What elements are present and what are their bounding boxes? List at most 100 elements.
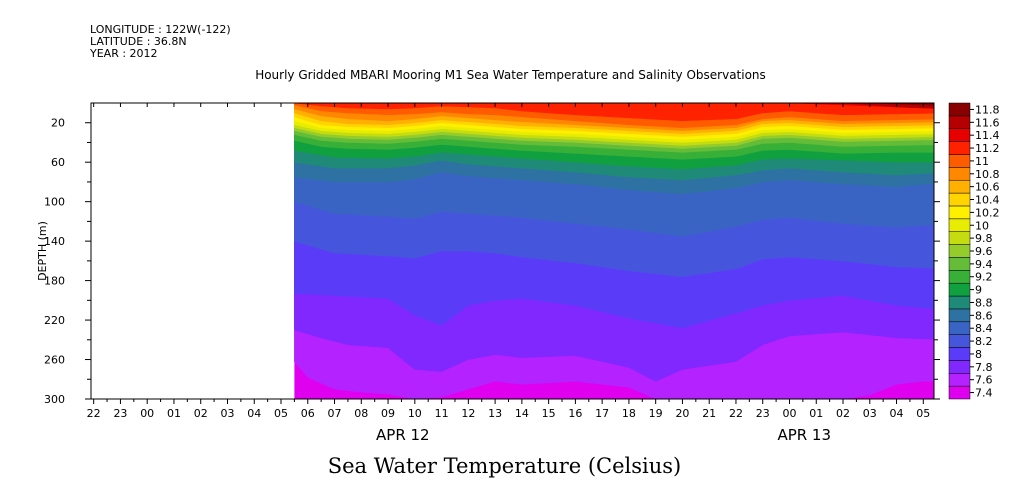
- isotherm-band-11: [294, 103, 934, 122]
- x-tick-label: 02: [836, 407, 850, 420]
- colorbar-label: 10.8: [975, 168, 1000, 181]
- colorbar-swatch: [948, 360, 971, 374]
- x-tick-label: 13: [488, 407, 502, 420]
- colorbar-swatch: [948, 218, 971, 232]
- chart-caption: Sea Water Temperature (Celsius): [327, 454, 682, 478]
- colorbar-swatch: [948, 295, 971, 310]
- y-tick-label: 180: [44, 275, 65, 288]
- x-tick-label: 14: [515, 407, 529, 420]
- chart-caption-container: Sea Water Temperature (Celsius): [0, 454, 1009, 478]
- colorbar-label: 9.2: [975, 271, 993, 284]
- x-tick-label: 15: [542, 407, 556, 420]
- colorbar-label: 8.4: [975, 322, 993, 335]
- x-tick-label: 00: [140, 407, 154, 420]
- location-info: LONGITUDE : 122W(-122) LATITUDE : 36.8N …: [90, 24, 231, 60]
- colorbar-label: 8.2: [975, 335, 993, 348]
- colorbar-label: 7.4: [975, 387, 993, 400]
- chart-title-container: Hourly Gridded MBARI Mooring M1 Sea Wate…: [0, 68, 1009, 82]
- x-tick-label: 09: [381, 407, 395, 420]
- colorbar-label: 9.8: [975, 232, 993, 245]
- x-tick-label: 21: [702, 407, 716, 420]
- latitude-label: LATITUDE : 36.8N: [90, 35, 187, 48]
- colorbar-swatch: [948, 257, 971, 271]
- y-tick-label: 20: [51, 117, 65, 130]
- year-label: YEAR : 2012: [90, 47, 158, 60]
- colorbar-swatch: [948, 334, 971, 348]
- x-tick-label: 02: [194, 407, 208, 420]
- colorbar-label: 11.8: [975, 103, 1000, 116]
- colorbar-label: 9.4: [975, 258, 993, 271]
- x-tick-label: 18: [622, 407, 636, 420]
- x-tick-label: 23: [113, 407, 127, 420]
- colorbar-swatch: [948, 115, 971, 129]
- x-tick-label: 00: [782, 407, 796, 420]
- colorbar-label: 11.2: [975, 142, 1000, 155]
- x-tick-label: 04: [247, 407, 261, 420]
- colorbar-swatch: [948, 192, 971, 207]
- x-tick-label: 03: [220, 407, 234, 420]
- x-tick-label: 23: [756, 407, 770, 420]
- y-tick-label: 60: [51, 156, 65, 169]
- x-tick-label: 04: [890, 407, 904, 420]
- x-tick-label: 05: [916, 407, 930, 420]
- x-tick-label: 08: [354, 407, 368, 420]
- colorbar-swatch: [948, 385, 971, 400]
- y-axis-label: DEPTH (m): [36, 221, 49, 281]
- colorbar-swatch: [948, 231, 971, 245]
- colorbar-label: 11: [975, 155, 989, 168]
- y-tick-label: 140: [44, 235, 65, 248]
- chart-title: Hourly Gridded MBARI Mooring M1 Sea Wate…: [255, 68, 766, 82]
- x-tick-label: 20: [675, 407, 689, 420]
- x-tick-label: 22: [729, 407, 743, 420]
- colorbar-label: 10.4: [975, 194, 1000, 207]
- colorbar-swatch: [948, 282, 971, 297]
- x-tick-label: 10: [408, 407, 422, 420]
- x-date-label: APR 13: [777, 426, 831, 444]
- x-tick-label: 01: [167, 407, 181, 420]
- colorbar-swatch: [948, 347, 971, 361]
- y-tick-label: 220: [44, 314, 65, 327]
- colorbar-label: 10.6: [975, 181, 1000, 194]
- colorbar-label: 8.8: [975, 296, 993, 309]
- axes: 22 23 00 01 02 03 04 05 06 07 08 09 10 11 12 13 14 15 16 17…: [44, 102, 940, 444]
- colorbar-label: 10.2: [975, 206, 1000, 219]
- colorbar-swatch: [948, 128, 971, 142]
- x-tick-label: 11: [435, 407, 449, 420]
- colorbar-swatch: [948, 179, 971, 194]
- colorbar-label: 9.6: [975, 245, 993, 258]
- y-tick-label: 300: [44, 393, 65, 406]
- colorbar-swatch: [948, 321, 971, 335]
- plot-frame: [90, 102, 935, 400]
- x-tick-label: 12: [461, 407, 475, 420]
- x-tick-label: 19: [649, 407, 663, 420]
- x-date-label: APR 12: [376, 426, 430, 444]
- colorbar-label: 8: [975, 348, 982, 361]
- x-tick-label: 17: [595, 407, 609, 420]
- colorbar-swatch: [948, 244, 971, 258]
- colorbar: 7.47.67.888.28.48.68.899.29.49.69.81010.…: [948, 102, 1000, 400]
- colorbar-label: 11.4: [975, 129, 1000, 142]
- colorbar-swatch: [948, 308, 971, 323]
- colorbar-swatch: [948, 154, 971, 168]
- y-tick-label: 100: [44, 196, 65, 209]
- colorbar-label: 7.6: [975, 374, 993, 387]
- x-tick-label: 16: [568, 407, 582, 420]
- colorbar-label: 7.8: [975, 361, 993, 374]
- colorbar-label: 8.6: [975, 309, 993, 322]
- y-tick-label: 260: [44, 354, 65, 367]
- colorbar-label: 9: [975, 284, 982, 297]
- x-tick-label: 01: [809, 407, 823, 420]
- x-tick-label: 22: [87, 407, 101, 420]
- x-tick-label: 05: [274, 407, 288, 420]
- colorbar-label: 10: [975, 219, 989, 232]
- longitude-label: LONGITUDE : 122W(-122): [90, 23, 231, 36]
- x-tick-label: 06: [301, 407, 315, 420]
- colorbar-swatch: [948, 373, 971, 387]
- x-tick-label: 03: [863, 407, 877, 420]
- temperature-fill-layer: [294, 103, 934, 399]
- colorbar-swatch: [948, 205, 971, 220]
- x-tick-label: 07: [328, 407, 342, 420]
- colorbar-label: 11.6: [975, 116, 1000, 129]
- colorbar-swatch: [948, 102, 971, 117]
